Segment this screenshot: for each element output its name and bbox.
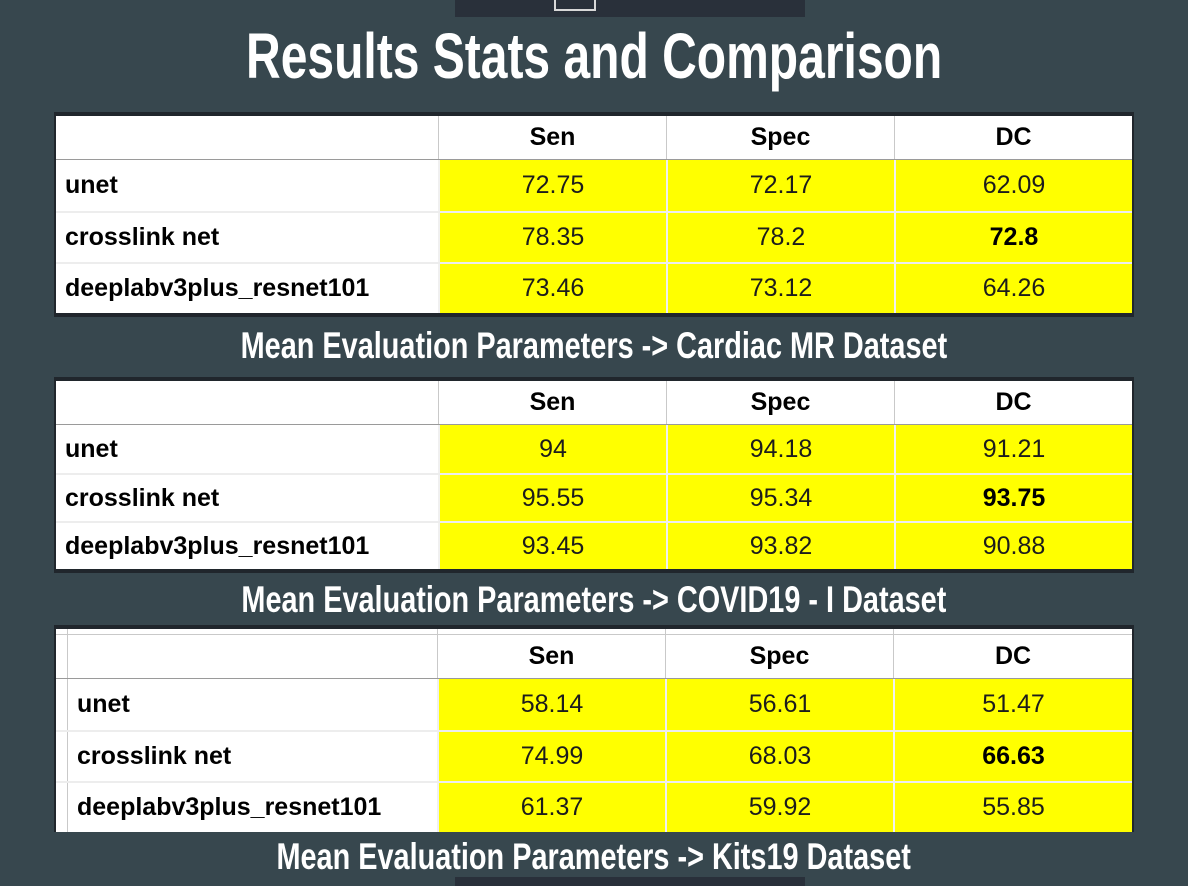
results-table-kits19: Sen Spec DC unet 58.14 56.61 51.47 cross… [54,625,1134,832]
column-header-sen: Sen [437,635,665,678]
dc-value-cell: 91.21 [894,425,1132,473]
model-name-cell: crosslink net [65,483,220,512]
dc-value-cell: 93.75 [894,475,1132,521]
column-header-spec: Spec [666,116,894,159]
table-row-unet: unet 94 94.18 91.21 [56,425,1132,473]
spec-value-cell: 56.61 [665,679,893,730]
sen-value-cell: 94 [438,425,666,473]
table-row-deeplabv3plus: deeplabv3plus_resnet101 73.46 73.12 64.2… [56,262,1132,313]
spec-value-cell: 94.18 [666,425,894,473]
model-name-cell: deeplabv3plus_resnet101 [65,531,370,560]
column-header-dc: DC [894,116,1132,159]
header-row: Sen Spec DC [56,116,1132,160]
results-table-covid19: Sen Spec DC unet 94 94.18 91.21 crosslin… [54,377,1134,573]
dc-value-cell: 64.26 [894,264,1132,313]
toolbar-fragment-top [455,0,805,17]
window-outline-icon[interactable] [554,0,596,11]
corner-cell [68,635,437,678]
dc-value-cell: 51.47 [893,679,1132,730]
sen-value-cell: 95.55 [438,475,666,521]
column-header-spec: Spec [665,635,893,678]
table-row-crosslink-net: crosslink net 74.99 68.03 66.63 [56,730,1132,781]
model-name-cell: unet [65,434,118,463]
dc-value-cell: 90.88 [894,523,1132,569]
model-name-cell: unet [77,690,130,718]
column-header-dc: DC [893,635,1132,678]
spec-value-cell: 68.03 [665,732,893,781]
model-name-cell: deeplabv3plus_resnet101 [77,793,382,821]
dc-value-cell: 72.8 [894,213,1132,262]
content-area: Sen Spec DC unet 72.75 72.17 62.09 cross… [54,112,1134,880]
spec-value-cell: 95.34 [666,475,894,521]
sen-value-cell: 74.99 [437,732,665,781]
sen-value-cell: 78.35 [438,213,666,262]
model-name-cell: crosslink net [65,223,220,251]
dc-value-cell: 55.85 [893,783,1132,832]
model-name-cell: unet [65,171,118,199]
column-header-spec: Spec [666,381,894,424]
table-row-unet: unet 72.75 72.17 62.09 [56,160,1132,211]
dc-value-cell: 62.09 [894,160,1132,211]
table-caption-covid19: Mean Evaluation Parameters -> COVID19 - … [241,579,947,620]
row-number-sliver [56,679,68,730]
table-row-crosslink-net: crosslink net 95.55 95.34 93.75 [56,473,1132,521]
model-name-cell: crosslink net [77,742,232,770]
table-row-deeplabv3plus: deeplabv3plus_resnet101 93.45 93.82 90.8… [56,521,1132,569]
spec-value-cell: 72.17 [666,160,894,211]
header-row: Sen Spec DC [56,381,1132,425]
sen-value-cell: 93.45 [438,523,666,569]
table-row-crosslink-net: crosslink net 78.35 78.2 72.8 [56,211,1132,262]
sen-value-cell: 58.14 [437,679,665,730]
header-row: Sen Spec DC [56,635,1132,679]
corner-cell [68,629,437,634]
toolbar-fragment-bottom [455,877,805,886]
dc-value-cell: 66.63 [893,732,1132,781]
table-row-unet: unet 58.14 56.61 51.47 [56,679,1132,730]
column-header-dc: DC [894,381,1132,424]
row-number-sliver [56,629,68,634]
column-header-sen: Sen [438,116,666,159]
spec-value-cell: 73.12 [666,264,894,313]
sen-value-cell: 73.46 [438,264,666,313]
table-row-deeplabv3plus: deeplabv3plus_resnet101 61.37 59.92 55.8… [56,781,1132,832]
row-number-sliver [56,732,68,781]
grid-sliver-row [56,629,1132,635]
spec-value-cell: 93.82 [666,523,894,569]
spec-value-cell: 78.2 [666,213,894,262]
row-number-sliver [56,783,68,832]
page-title: Results Stats and Comparison [245,20,943,92]
spec-value-cell: 59.92 [665,783,893,832]
table-caption-kits19: Mean Evaluation Parameters -> Kits19 Dat… [276,836,912,877]
corner-cell [56,381,438,424]
results-table-cardiac-mr: Sen Spec DC unet 72.75 72.17 62.09 cross… [54,112,1134,317]
column-header-sen: Sen [438,381,666,424]
corner-cell [56,116,438,159]
model-name-cell: deeplabv3plus_resnet101 [65,274,370,302]
sen-value-cell: 72.75 [438,160,666,211]
row-number-sliver [56,635,68,678]
table-caption-cardiac-mr: Mean Evaluation Parameters -> Cardiac MR… [240,325,948,366]
sen-value-cell: 61.37 [437,783,665,832]
